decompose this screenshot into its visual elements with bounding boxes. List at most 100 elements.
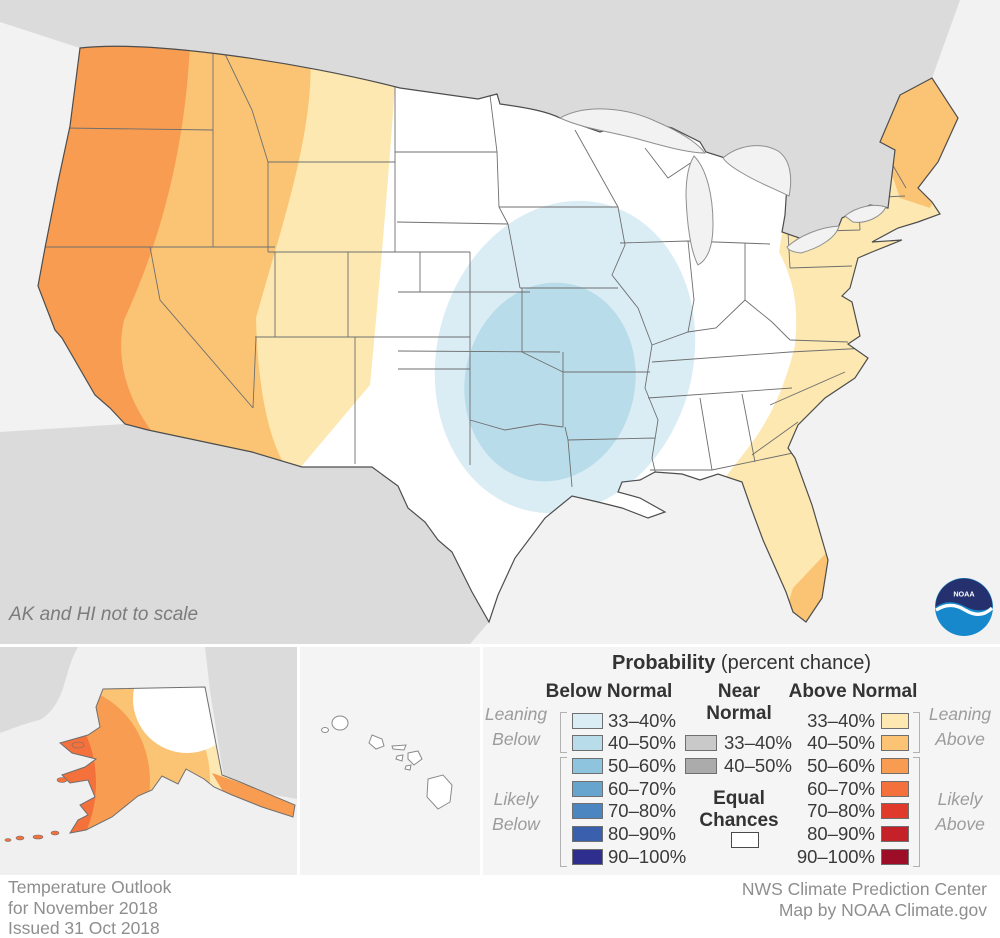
bering-island	[71, 741, 85, 749]
mexico-landmass	[0, 424, 489, 644]
scale-note: AK and HI not to scale	[9, 604, 199, 625]
label-below-33-40: 33–40%	[608, 710, 676, 731]
side-label-line: Likely	[937, 789, 983, 809]
swatch-near-33-40	[685, 735, 717, 751]
aleutian-island	[32, 834, 44, 840]
side-label-line: Below	[492, 814, 540, 834]
label-below-90-100: 90–100%	[608, 846, 687, 867]
footer-title-line2: for November 2018	[8, 897, 158, 918]
noaa-logo: NOAA	[935, 578, 994, 636]
legend-header-above-normal: Above Normal	[788, 681, 918, 702]
noaa-logo-text: NOAA	[953, 590, 975, 599]
swatch-above-40-50	[881, 735, 909, 751]
bracket-leaning-above	[913, 712, 920, 753]
swatch-near-40-50	[685, 758, 717, 774]
swatch-above-60-70	[881, 781, 909, 797]
side-label-line: Leaning	[484, 704, 548, 724]
swatch-below-90-100	[572, 849, 603, 865]
island-kauai	[331, 715, 349, 731]
noaa-logo-gull	[935, 603, 994, 616]
aleutian-island	[15, 835, 25, 841]
alaska-outline	[58, 686, 296, 834]
swatch-below-60-70	[572, 781, 603, 797]
swatch-above-80-90	[881, 826, 909, 842]
below-normal-40-50-region	[464, 282, 636, 482]
canada-landmass-ak	[205, 647, 297, 799]
conus-map-svg	[0, 0, 1000, 644]
bracket-likely-above	[913, 757, 920, 867]
side-label-likely-above: Likely Above	[921, 787, 999, 837]
swatch-below-50-60	[572, 758, 603, 774]
legend-header-below-normal: Below Normal	[545, 681, 673, 702]
side-label-leaning-above: Leaning Above	[921, 702, 999, 752]
footer-title-line1: Temperature Outlook	[8, 877, 172, 897]
russia-landmass	[0, 647, 78, 733]
swatch-above-90-100	[881, 849, 909, 865]
lake-michigan	[685, 155, 714, 266]
label-near-40-50: 40–50%	[724, 755, 792, 776]
hawaiian-islands	[321, 715, 453, 810]
aleutian-islands	[4, 741, 85, 842]
side-label-line: Above	[935, 729, 985, 749]
side-label-line: Leaning	[928, 704, 992, 724]
equal-chances-line1: Equal	[713, 788, 765, 809]
footer-title-block: Temperature Outlook for November 2018 Is…	[8, 877, 171, 938]
great-lakes	[558, 108, 887, 266]
swatch-below-70-80	[572, 803, 603, 819]
footer: Temperature Outlook for November 2018 Is…	[0, 875, 1000, 938]
aleutian-island	[50, 830, 60, 836]
label-below-70-80: 70–80%	[608, 800, 676, 821]
legend-panel: Probability (percent chance) Below Norma…	[483, 647, 1000, 875]
above-normal-50-60-west-region	[38, 46, 190, 440]
alaska-inset-panel	[0, 647, 297, 875]
island-maui	[407, 750, 423, 766]
bering-island	[56, 777, 68, 783]
swatch-equal-chances	[731, 832, 759, 848]
label-below-40-50: 40–50%	[608, 732, 676, 753]
lake-huron	[722, 145, 792, 197]
legend-header-near-2: Normal	[706, 703, 772, 724]
label-above-40-50: 40–50%	[807, 732, 875, 753]
hawaii-inset-panel	[300, 647, 480, 875]
noaa-logo-shield	[935, 578, 993, 611]
label-below-60-70: 60–70%	[608, 778, 676, 799]
footer-credit-line2: Map by NOAA Climate.gov	[778, 899, 987, 920]
side-label-leaning-below: Leaning Below	[483, 702, 549, 752]
legend-title-rest: (percent chance)	[715, 652, 871, 674]
island-kahoolawe	[404, 764, 412, 771]
legend-title: Probability (percent chance)	[483, 652, 1000, 675]
legend-header-near: Near	[717, 681, 761, 702]
footer-credit-block: NWS Climate Prediction Center Map by NOA…	[742, 879, 987, 920]
swatch-above-33-40	[881, 713, 909, 729]
swatch-below-40-50	[572, 735, 603, 751]
bracket-likely-below	[560, 757, 567, 867]
us-outline	[37, 45, 959, 624]
legend-title-bold: Probability	[612, 652, 716, 674]
label-near-33-40: 33–40%	[724, 732, 792, 753]
swatch-above-50-60	[881, 758, 909, 774]
swatch-above-70-80	[881, 803, 909, 819]
label-below-50-60: 50–60%	[608, 755, 676, 776]
island-niihau	[321, 727, 329, 733]
label-above-80-90: 80–90%	[807, 823, 875, 844]
label-below-80-90: 80–90%	[608, 823, 676, 844]
island-lanai	[395, 754, 404, 762]
lake-superior	[558, 108, 707, 154]
island-oahu	[368, 734, 385, 750]
side-label-line: Likely	[493, 789, 539, 809]
state-borders	[40, 48, 907, 493]
equal-chances-line2: Chances	[699, 810, 779, 831]
swatch-below-33-40	[572, 713, 603, 729]
label-above-33-40: 33–40%	[807, 710, 875, 731]
footer-issued-date: Issued 31 Oct 2018	[8, 918, 160, 938]
footer-credit-line1: NWS Climate Prediction Center	[741, 879, 987, 899]
label-above-70-80: 70–80%	[807, 800, 875, 821]
aleutian-island	[4, 838, 12, 842]
alaska-map-svg	[0, 647, 297, 875]
lake-ontario	[844, 204, 887, 223]
bracket-leaning-below	[560, 712, 567, 753]
lake-erie	[786, 225, 840, 254]
main-map-panel: AK and HI not to scale NOAA	[0, 0, 1000, 644]
side-label-likely-below: Likely Below	[483, 787, 549, 837]
side-label-line: Above	[935, 814, 985, 834]
